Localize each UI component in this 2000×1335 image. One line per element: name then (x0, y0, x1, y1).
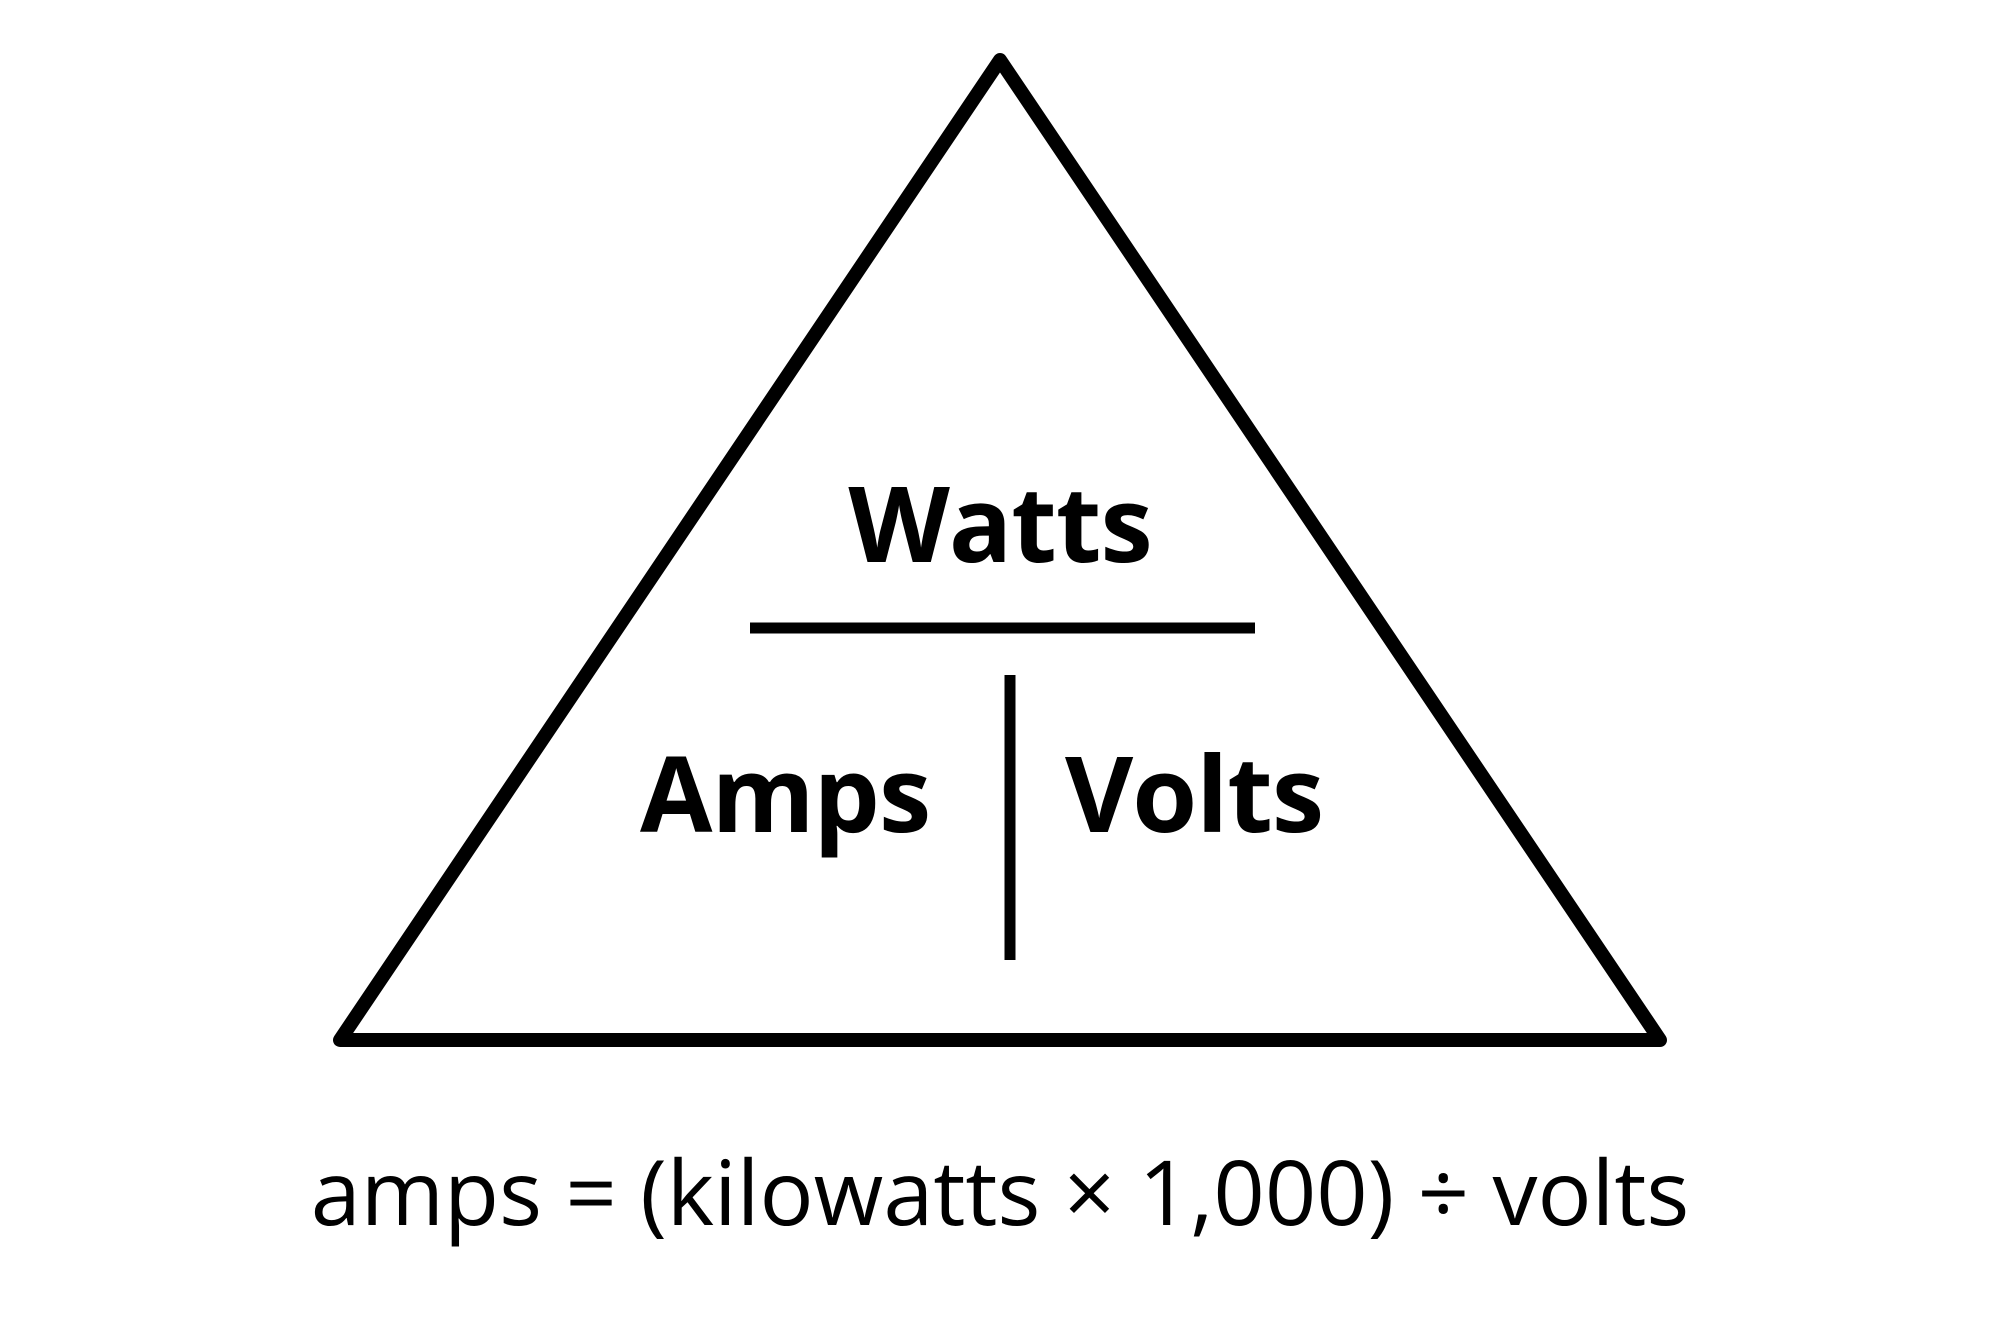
label-volts: Volts (1065, 720, 1323, 863)
power-triangle-diagram: Watts Amps Volts amps = (kilowatts × 1,0… (300, 0, 1700, 1335)
label-watts: Watts (848, 450, 1151, 593)
label-amps: Amps (640, 720, 930, 863)
formula-text: amps = (kilowatts × 1,000) ÷ volts (311, 1130, 1690, 1252)
